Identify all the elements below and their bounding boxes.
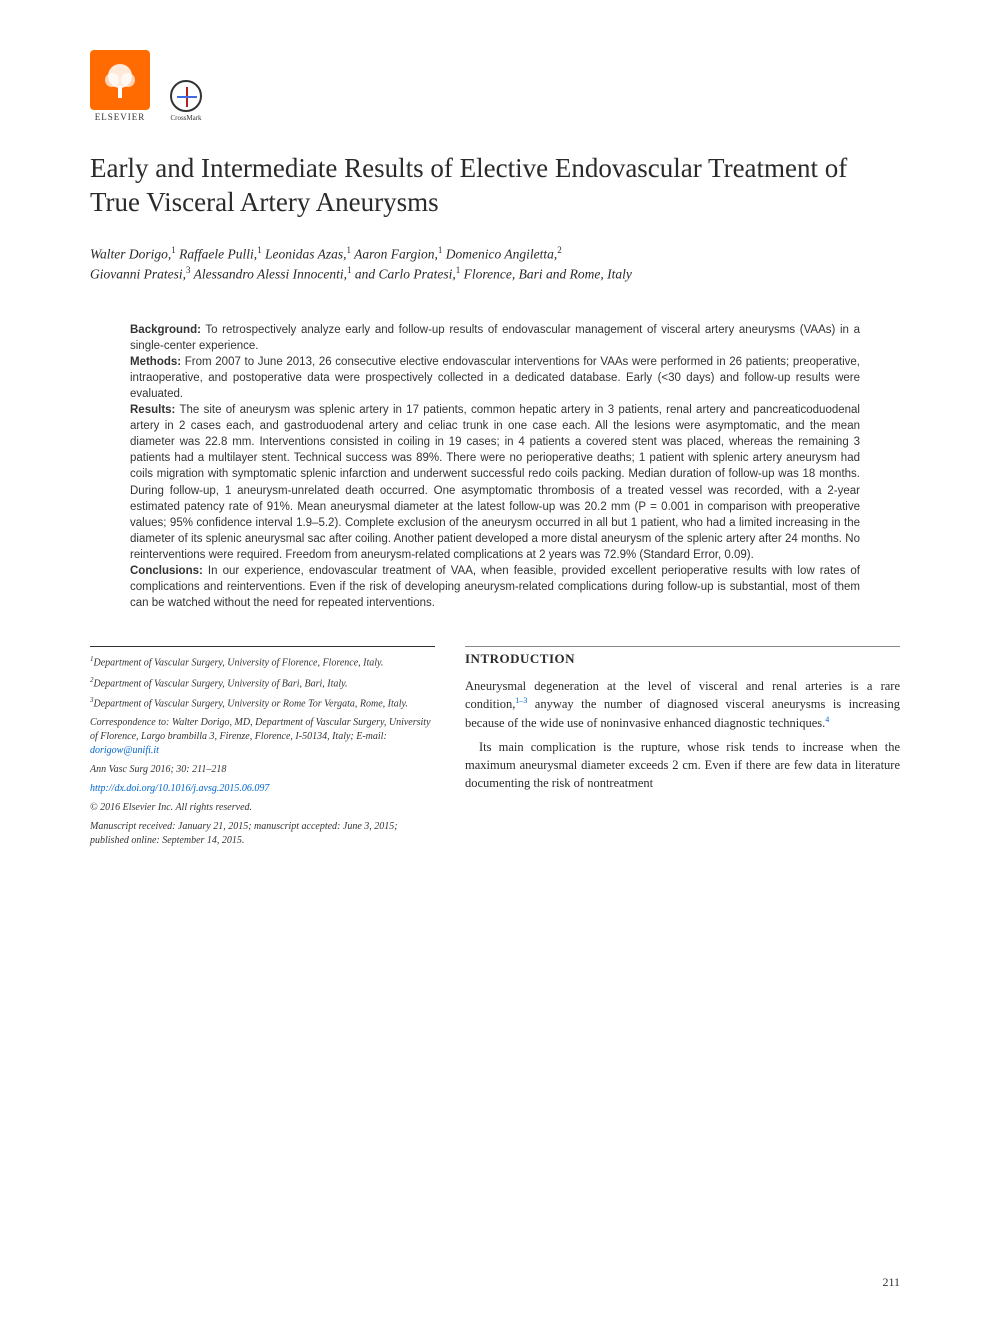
correspondence-email[interactable]: dorigow@unifi.it (90, 745, 159, 756)
manuscript-dates: Manuscript received: January 21, 2015; m… (90, 820, 435, 848)
affiliation-ref: 1 (347, 265, 352, 275)
affiliation-ref: 1 (171, 245, 176, 255)
affiliation-ref: 1 (456, 265, 461, 275)
author: Domenico Angiletta, (446, 246, 557, 261)
abstract-text: The site of aneurysm was splenic artery … (130, 404, 860, 561)
affiliation-ref: 3 (186, 265, 191, 275)
affiliation-ref: 1 (438, 245, 443, 255)
author: Giovanni Pratesi, (90, 266, 186, 281)
citation-note: Ann Vasc Surg 2016; 30: 211–218 (90, 763, 435, 777)
introduction-heading: INTRODUCTION (465, 651, 900, 667)
article-title: Early and Intermediate Results of Electi… (90, 152, 900, 220)
abstract-background: Background: To retrospectively analyze e… (130, 322, 860, 354)
footnotes: 1Department of Vascular Surgery, Univers… (90, 646, 435, 853)
section-divider (465, 646, 900, 647)
authors-block: Walter Dorigo,1 Raffaele Pulli,1 Leonida… (90, 244, 900, 284)
author: and Carlo Pratesi, (355, 266, 456, 281)
doi-note: http://dx.doi.org/10.1016/j.avsg.2015.06… (90, 782, 435, 796)
copyright-note: © 2016 Elsevier Inc. All rights reserved… (90, 801, 435, 815)
bottom-section: 1Department of Vascular Surgery, Univers… (90, 646, 900, 853)
crossmark-icon (170, 80, 202, 112)
abstract-label: Methods: (130, 356, 181, 368)
author: Walter Dorigo, (90, 246, 171, 261)
author: Leonidas Azas, (265, 246, 347, 261)
abstract-label: Conclusions: (130, 565, 203, 577)
author-location: Florence, Bari and Rome, Italy (464, 266, 632, 281)
page-number: 211 (882, 1275, 900, 1290)
citation-ref[interactable]: 1–3 (515, 696, 527, 705)
elsevier-label: ELSEVIER (95, 112, 146, 122)
abstract-block: Background: To retrospectively analyze e… (90, 322, 900, 612)
affiliation-note: 1Department of Vascular Surgery, Univers… (90, 655, 435, 670)
affiliation-ref: 2 (557, 245, 562, 255)
citation-ref[interactable]: 4 (825, 715, 829, 724)
author: Aaron Fargion, (354, 246, 438, 261)
elsevier-logo[interactable]: ELSEVIER (90, 50, 150, 122)
affiliation-note: 3Department of Vascular Surgery, Univers… (90, 696, 435, 711)
abstract-label: Results: (130, 404, 175, 416)
doi-link[interactable]: http://dx.doi.org/10.1016/j.avsg.2015.06… (90, 783, 269, 794)
introduction-column: INTRODUCTION Aneurysmal degeneration at … (465, 646, 900, 853)
affiliation-ref: 1 (257, 245, 262, 255)
abstract-text: From 2007 to June 2013, 26 consecutive e… (130, 356, 860, 400)
author: Raffaele Pulli, (179, 246, 257, 261)
abstract-results: Results: The site of aneurysm was spleni… (130, 402, 860, 563)
abstract-methods: Methods: From 2007 to June 2013, 26 cons… (130, 354, 860, 402)
header-logos: ELSEVIER CrossMark (90, 50, 900, 122)
affiliation-note: 2Department of Vascular Surgery, Univers… (90, 676, 435, 691)
abstract-label: Background: (130, 324, 201, 336)
abstract-text: To retrospectively analyze early and fol… (130, 324, 860, 352)
crossmark-logo[interactable]: CrossMark (170, 80, 202, 122)
affiliation-ref: 1 (347, 245, 352, 255)
elsevier-tree-icon (90, 50, 150, 110)
crossmark-label: CrossMark (170, 114, 201, 122)
introduction-text: Aneurysmal degeneration at the level of … (465, 677, 900, 792)
correspondence-note: Correspondence to: Walter Dorigo, MD, De… (90, 716, 435, 758)
abstract-text: In our experience, endovascular treatmen… (130, 565, 860, 609)
author: Alessandro Alessi Innocenti, (194, 266, 347, 281)
abstract-conclusions: Conclusions: In our experience, endovasc… (130, 563, 860, 611)
